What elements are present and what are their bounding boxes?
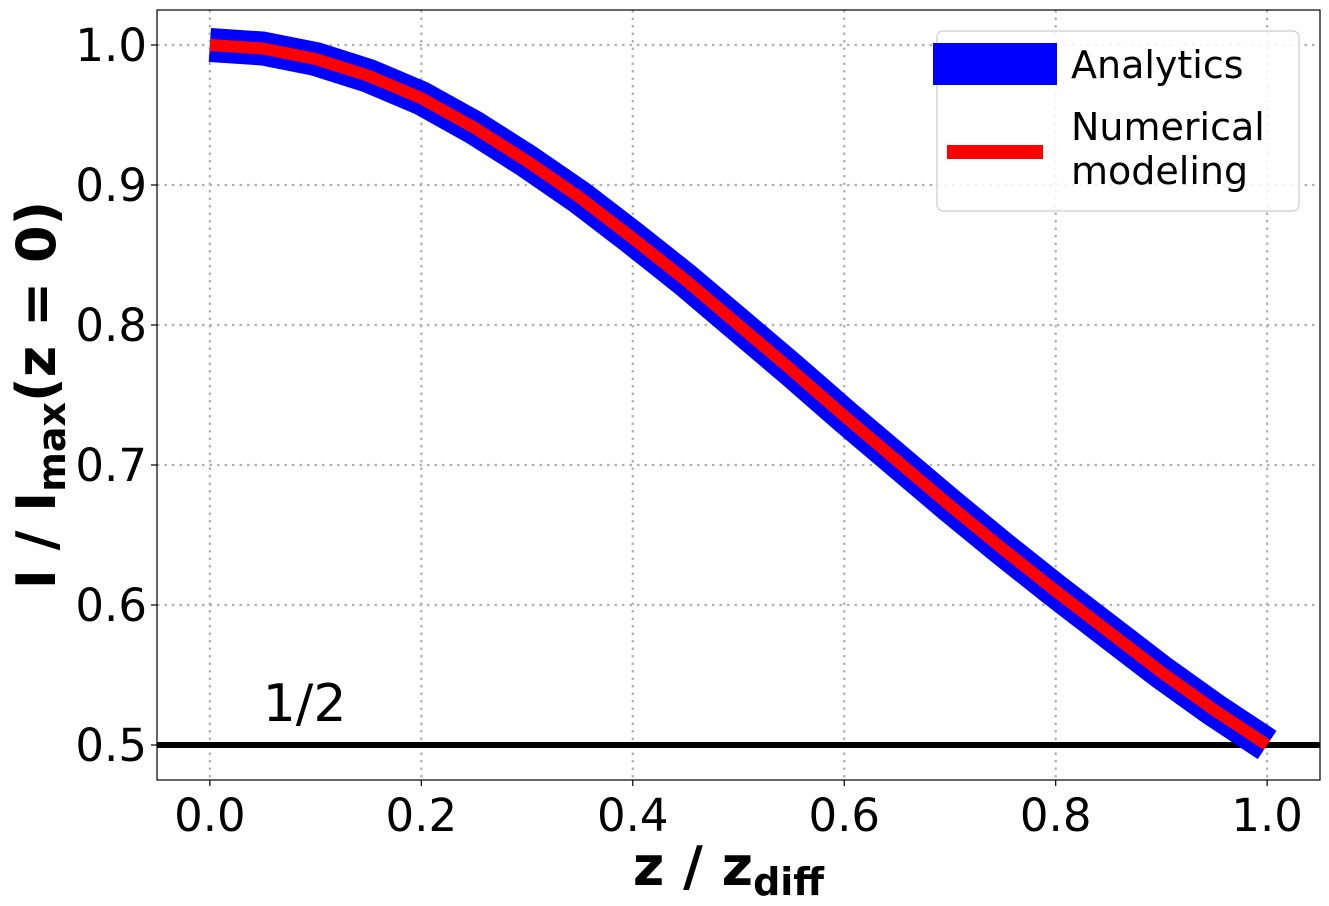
- y-tick-label: 0.8: [75, 299, 147, 352]
- x-tick-label: 1.0: [1231, 789, 1303, 842]
- y-tick-label: 0.5: [75, 719, 147, 772]
- x-tick-label: 0.6: [808, 789, 880, 842]
- legend-label-line: Analytics: [1071, 43, 1244, 87]
- x-axis-label: z / zdiff: [633, 835, 825, 904]
- series-layer: [208, 28, 1277, 760]
- y-tick-label: 0.6: [75, 579, 147, 632]
- legend: Analytics Numerical modeling: [933, 30, 1300, 212]
- x-tick-label: 0.8: [1020, 789, 1092, 842]
- plot-frame: [156, 9, 1321, 781]
- y-tick-label: 0.7: [75, 439, 147, 492]
- tick-layer: 0.0 0.2 0.4 0.6 0.8 1.0 0.5 0.6 0.7 0.8 0.9 1.0: [75, 19, 1303, 842]
- x-axis-label-main: z / z: [633, 835, 753, 898]
- series-line-numerical-modeling: [209, 39, 1271, 751]
- half-annotation: 1/2: [263, 674, 347, 734]
- y-axis-label-main: I / I: [5, 492, 68, 590]
- legend-label-analytics: Analytics: [1071, 43, 1244, 87]
- legend-label-line: Numerical: [1071, 105, 1265, 149]
- y-tick-label: 0.9: [75, 159, 147, 212]
- x-tick-label: 0.0: [174, 789, 246, 842]
- y-axis-label-sub: max: [30, 402, 74, 492]
- x-axis-label-sub: diff: [753, 860, 825, 904]
- legend-label-numerical-modeling: Numerical modeling: [1071, 105, 1265, 193]
- legend-label-line: modeling: [1071, 149, 1248, 193]
- x-tick-label: 0.4: [597, 789, 669, 842]
- y-axis-label: I / Imax(z = 0): [5, 201, 74, 589]
- x-tick-label: 0.2: [386, 789, 458, 842]
- y-tick-label: 1.0: [75, 19, 147, 72]
- y-axis-label-tail: (z = 0): [5, 201, 68, 402]
